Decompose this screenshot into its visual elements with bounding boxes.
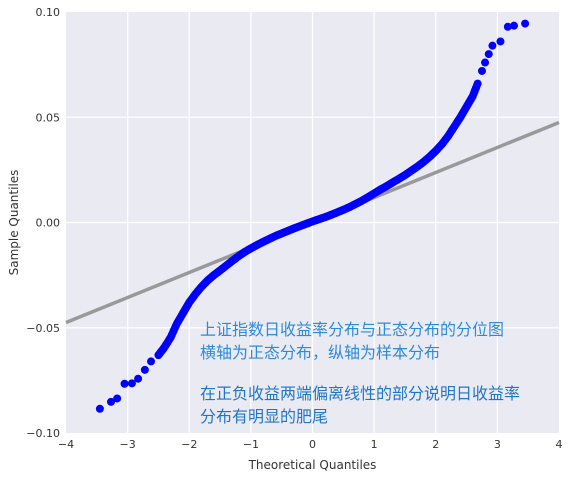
data-point bbox=[488, 41, 497, 50]
y-tick-label: −0.05 bbox=[26, 322, 60, 335]
x-tick-label: 4 bbox=[556, 438, 563, 451]
x-tick-label: 0 bbox=[309, 438, 316, 451]
annotation-line: 上证指数日收益率分布与正态分布的分位图 bbox=[200, 320, 504, 339]
x-tick-label: −3 bbox=[120, 438, 136, 451]
y-axis-label: Sample Quantiles bbox=[7, 170, 21, 276]
annotations: 上证指数日收益率分布与正态分布的分位图 横轴为正态分布，纵轴为样本分布 在正负收… bbox=[200, 320, 520, 426]
data-point bbox=[496, 37, 505, 46]
annotation-line: 在正负收益两端偏离线性的部分说明日收益率 bbox=[200, 384, 520, 403]
data-point bbox=[477, 66, 486, 75]
data-point bbox=[147, 357, 156, 366]
gridlines bbox=[66, 12, 559, 433]
x-axis-label: Theoretical Quantiles bbox=[248, 458, 377, 472]
x-tick-label: 1 bbox=[371, 438, 378, 451]
x-tick-label: 3 bbox=[494, 438, 501, 451]
data-point bbox=[95, 404, 104, 413]
y-tick-label: 0.05 bbox=[36, 111, 61, 124]
data-point bbox=[484, 50, 493, 59]
data-point bbox=[503, 22, 512, 31]
data-point bbox=[120, 379, 129, 388]
data-point bbox=[481, 58, 490, 67]
y-axis-ticks: −0.10 −0.05 0.00 0.05 0.10 bbox=[26, 6, 60, 440]
y-tick-label: 0.10 bbox=[36, 6, 61, 19]
x-tick-label: −1 bbox=[243, 438, 259, 451]
data-points bbox=[95, 19, 530, 413]
annotation-line: 横轴为正态分布，纵轴为样本分布 bbox=[200, 343, 440, 362]
data-point bbox=[510, 21, 519, 30]
annotation-line: 分布有明显的肥尾 bbox=[200, 407, 328, 426]
data-point bbox=[106, 397, 115, 406]
y-tick-label: 0.00 bbox=[36, 217, 61, 230]
x-tick-label: 2 bbox=[432, 438, 439, 451]
data-point bbox=[521, 19, 530, 28]
x-tick-label: −4 bbox=[58, 438, 74, 451]
data-point bbox=[113, 394, 122, 403]
data-point bbox=[134, 374, 143, 383]
data-point bbox=[127, 379, 136, 388]
data-point bbox=[140, 365, 149, 374]
x-tick-label: −2 bbox=[181, 438, 197, 451]
y-tick-label: −0.10 bbox=[26, 427, 60, 440]
x-axis-ticks: −4 −3 −2 −1 0 1 2 3 4 bbox=[58, 438, 563, 451]
data-point bbox=[472, 81, 481, 90]
